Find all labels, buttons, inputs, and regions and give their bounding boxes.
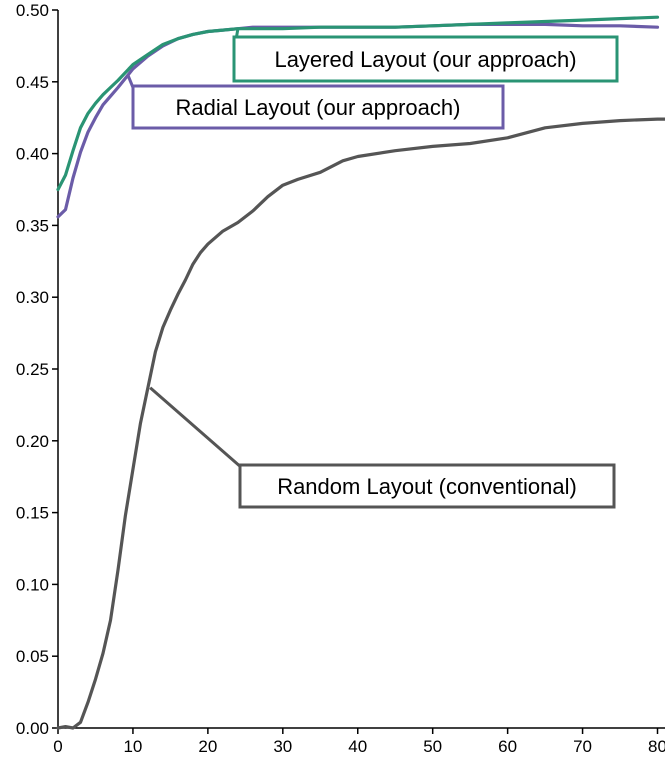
callout-box: [232, 35, 619, 83]
y-tick-label: 0.15: [16, 504, 49, 523]
callout-leader-line: [149, 386, 243, 470]
series-layer: [56, 15, 665, 730]
y-tick-label: 0.10: [16, 575, 49, 594]
callout-label: Radial Layout (our approach): [176, 95, 461, 120]
axes: 0.00 0.05 0.10 0.15 0.20 0.25 0.30 0.35 0.40 0.45…: [16, 1, 665, 756]
x-axis-ticks: 0 10 20 30 40 50 60 70 80: [53, 728, 665, 756]
y-tick-label: 0.35: [16, 216, 49, 235]
y-tick-label: 0.30: [16, 288, 49, 307]
x-tick-label: 20: [198, 737, 217, 756]
y-tick-label: 0.45: [16, 73, 49, 92]
series-line-2: [56, 117, 665, 730]
y-tick-label: 0.20: [16, 432, 49, 451]
callout-box: [131, 84, 505, 130]
x-tick-label: 50: [423, 737, 442, 756]
callout-layer: Layered Layout (our approach) Radial Layo…: [126, 28, 619, 509]
callout-label: Layered Layout (our approach): [274, 47, 576, 72]
x-tick-label: 70: [573, 737, 592, 756]
x-tick-label: 30: [273, 737, 292, 756]
x-tick-label: 80: [648, 737, 665, 756]
y-tick-label: 0.05: [16, 647, 49, 666]
callout-label: Random Layout (conventional): [277, 474, 577, 499]
series-line-0: [56, 15, 660, 192]
callout-box: [238, 463, 616, 509]
x-tick-label: 60: [498, 737, 517, 756]
x-tick-label: 0: [53, 737, 62, 756]
y-tick-label: 0.00: [16, 719, 49, 738]
y-tick-label: 0.25: [16, 360, 49, 379]
y-tick-label: 0.50: [16, 1, 49, 20]
y-axis-ticks: 0.00 0.05 0.10 0.15 0.20 0.25 0.30 0.35 0.40 0.45…: [16, 1, 58, 738]
y-tick-label: 0.40: [16, 145, 49, 164]
x-tick-label: 40: [348, 737, 367, 756]
x-tick-label: 10: [123, 737, 142, 756]
